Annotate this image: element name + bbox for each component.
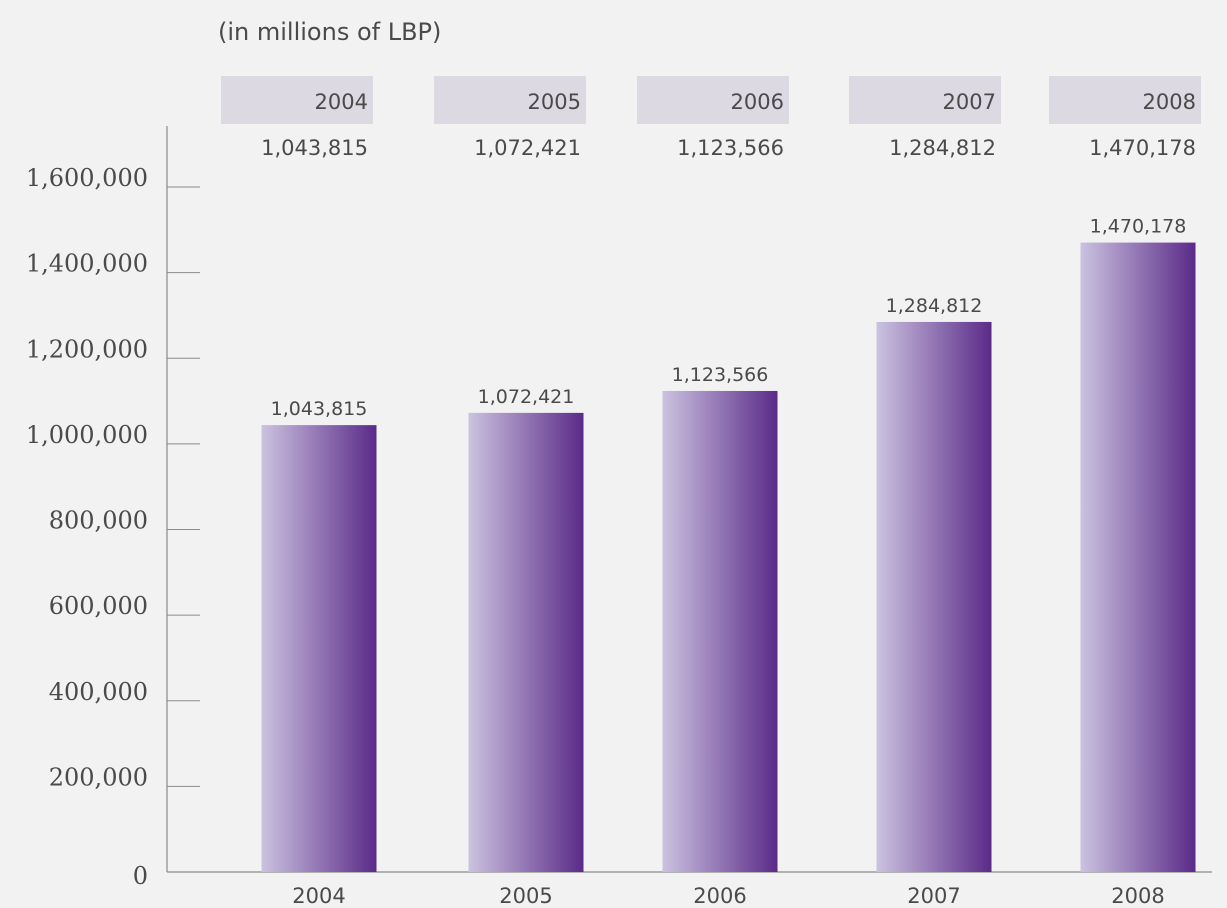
- bar-value-label: 1,470,178: [1090, 216, 1187, 238]
- y-tick-label: 600,000: [49, 592, 148, 620]
- bar: [468, 412, 584, 872]
- header-year-box: [221, 76, 373, 124]
- header-year-label: 2004: [315, 90, 368, 114]
- header-year-label: 2007: [943, 90, 996, 114]
- header-table: 2004 1,043,815 2005 1,072,421 2006 1,123,566 2…: [221, 76, 1201, 160]
- header-value-label: 1,284,812: [889, 136, 996, 160]
- header-value-label: 1,072,421: [474, 136, 581, 160]
- y-tick-label: 1,200,000: [26, 335, 148, 363]
- header-year-box: [637, 76, 789, 124]
- x-tick-label: 2008: [1111, 884, 1164, 908]
- bar: [1080, 242, 1196, 872]
- bar: [662, 390, 778, 872]
- x-tick-label: 2006: [693, 884, 746, 908]
- header-year-label: 2008: [1143, 90, 1196, 114]
- y-tick-label: 0: [133, 862, 148, 890]
- y-tick-label: 1,000,000: [26, 421, 148, 449]
- header-year-box: [1049, 76, 1201, 124]
- bar-value-label: 1,284,812: [886, 295, 983, 317]
- bar-value-label: 1,123,566: [672, 364, 769, 386]
- bar-value-label: 1,072,421: [478, 386, 575, 408]
- header-value-label: 1,123,566: [677, 136, 784, 160]
- bar-value-label: 1,043,815: [271, 398, 368, 420]
- y-axis: 0 200,000 400,000 600,000 800,000 1,000,000 1,…: [26, 126, 1212, 890]
- x-tick-label: 2007: [907, 884, 960, 908]
- y-tick-label: 400,000: [49, 678, 148, 706]
- bar: [261, 425, 377, 872]
- y-tick-label: 800,000: [49, 507, 148, 535]
- header-year-label: 2006: [731, 90, 784, 114]
- header-value-label: 1,470,178: [1089, 136, 1196, 160]
- y-tick-label: 1,600,000: [26, 164, 148, 192]
- y-tick-label: 200,000: [49, 763, 148, 791]
- x-tick-label: 2004: [292, 884, 345, 908]
- unit-note: (in millions of LBP): [218, 18, 441, 46]
- x-tick-label: 2005: [499, 884, 552, 908]
- header-year-box: [434, 76, 586, 124]
- x-axis-labels: 2004 2005 2006 2007 2008: [292, 884, 1164, 908]
- bars: 1,043,815 1,072,421 1,123,566 1,284,812 1,47…: [261, 216, 1196, 873]
- y-tick-label: 1,400,000: [26, 250, 148, 278]
- header-value-label: 1,043,815: [261, 136, 368, 160]
- header-year-box: [849, 76, 1001, 124]
- header-year-label: 2005: [528, 90, 581, 114]
- bar: [876, 321, 992, 873]
